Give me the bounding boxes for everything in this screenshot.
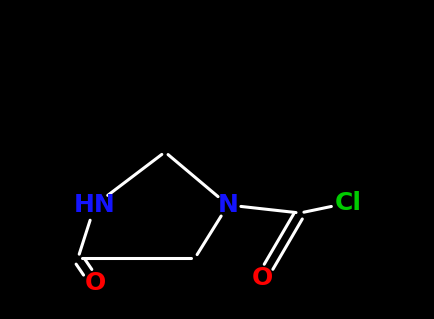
Text: HN: HN <box>74 193 115 217</box>
Text: O: O <box>84 271 105 295</box>
Text: O: O <box>251 266 272 290</box>
Text: Cl: Cl <box>334 191 361 215</box>
Text: N: N <box>217 193 238 217</box>
